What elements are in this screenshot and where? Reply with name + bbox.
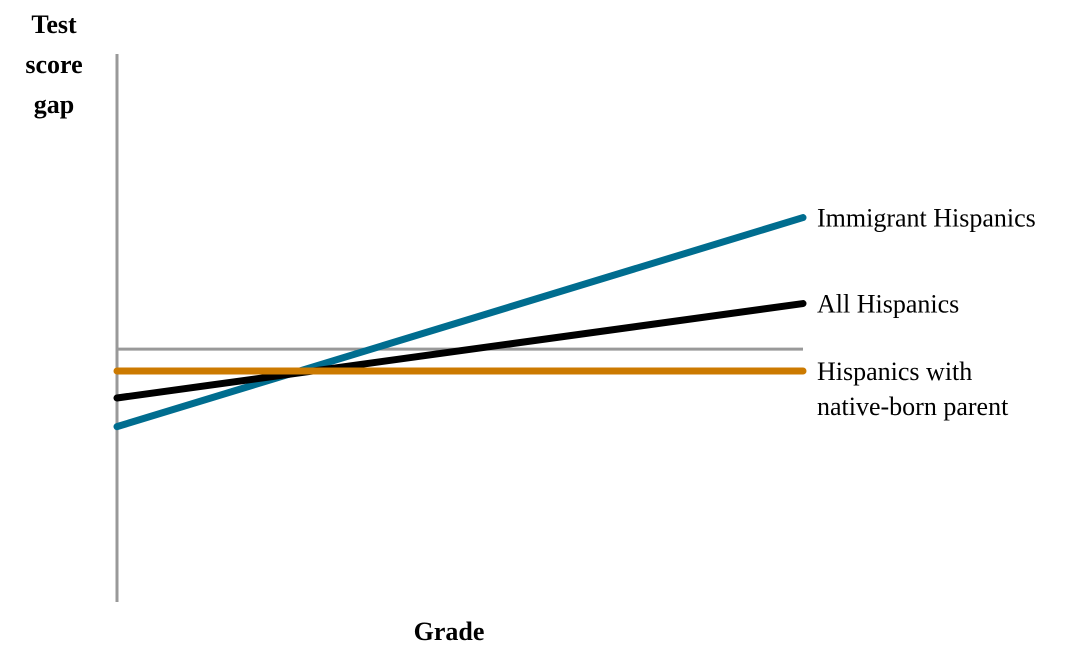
series-label-line: Hispanics with: [817, 357, 972, 386]
axes: [115, 54, 803, 602]
y-axis-label: Test score gap: [25, 10, 82, 119]
y-axis-label-line: Test: [31, 10, 77, 39]
series-label-immigrant-hispanics: Immigrant Hispanics: [817, 204, 1036, 233]
y-axis-label-line: gap: [34, 90, 74, 119]
series-label-line: native-born parent: [817, 392, 1009, 421]
series-line-immigrant-hispanics: [113, 214, 807, 431]
series-label-all-hispanics: All Hispanics: [817, 290, 959, 319]
series-lines: [113, 214, 807, 431]
y-axis-label-line: score: [25, 50, 82, 79]
series-labels: Immigrant Hispanics All Hispanics Hispanic…: [817, 204, 1036, 421]
series-label-hispanics-with-native-born-parent: Hispanics with native-born parent: [817, 357, 1009, 421]
series-label-line: Immigrant Hispanics: [817, 204, 1036, 233]
x-axis-label: Grade: [414, 617, 485, 646]
series-label-line: All Hispanics: [817, 290, 959, 319]
series-line-all-hispanics: [113, 300, 807, 402]
